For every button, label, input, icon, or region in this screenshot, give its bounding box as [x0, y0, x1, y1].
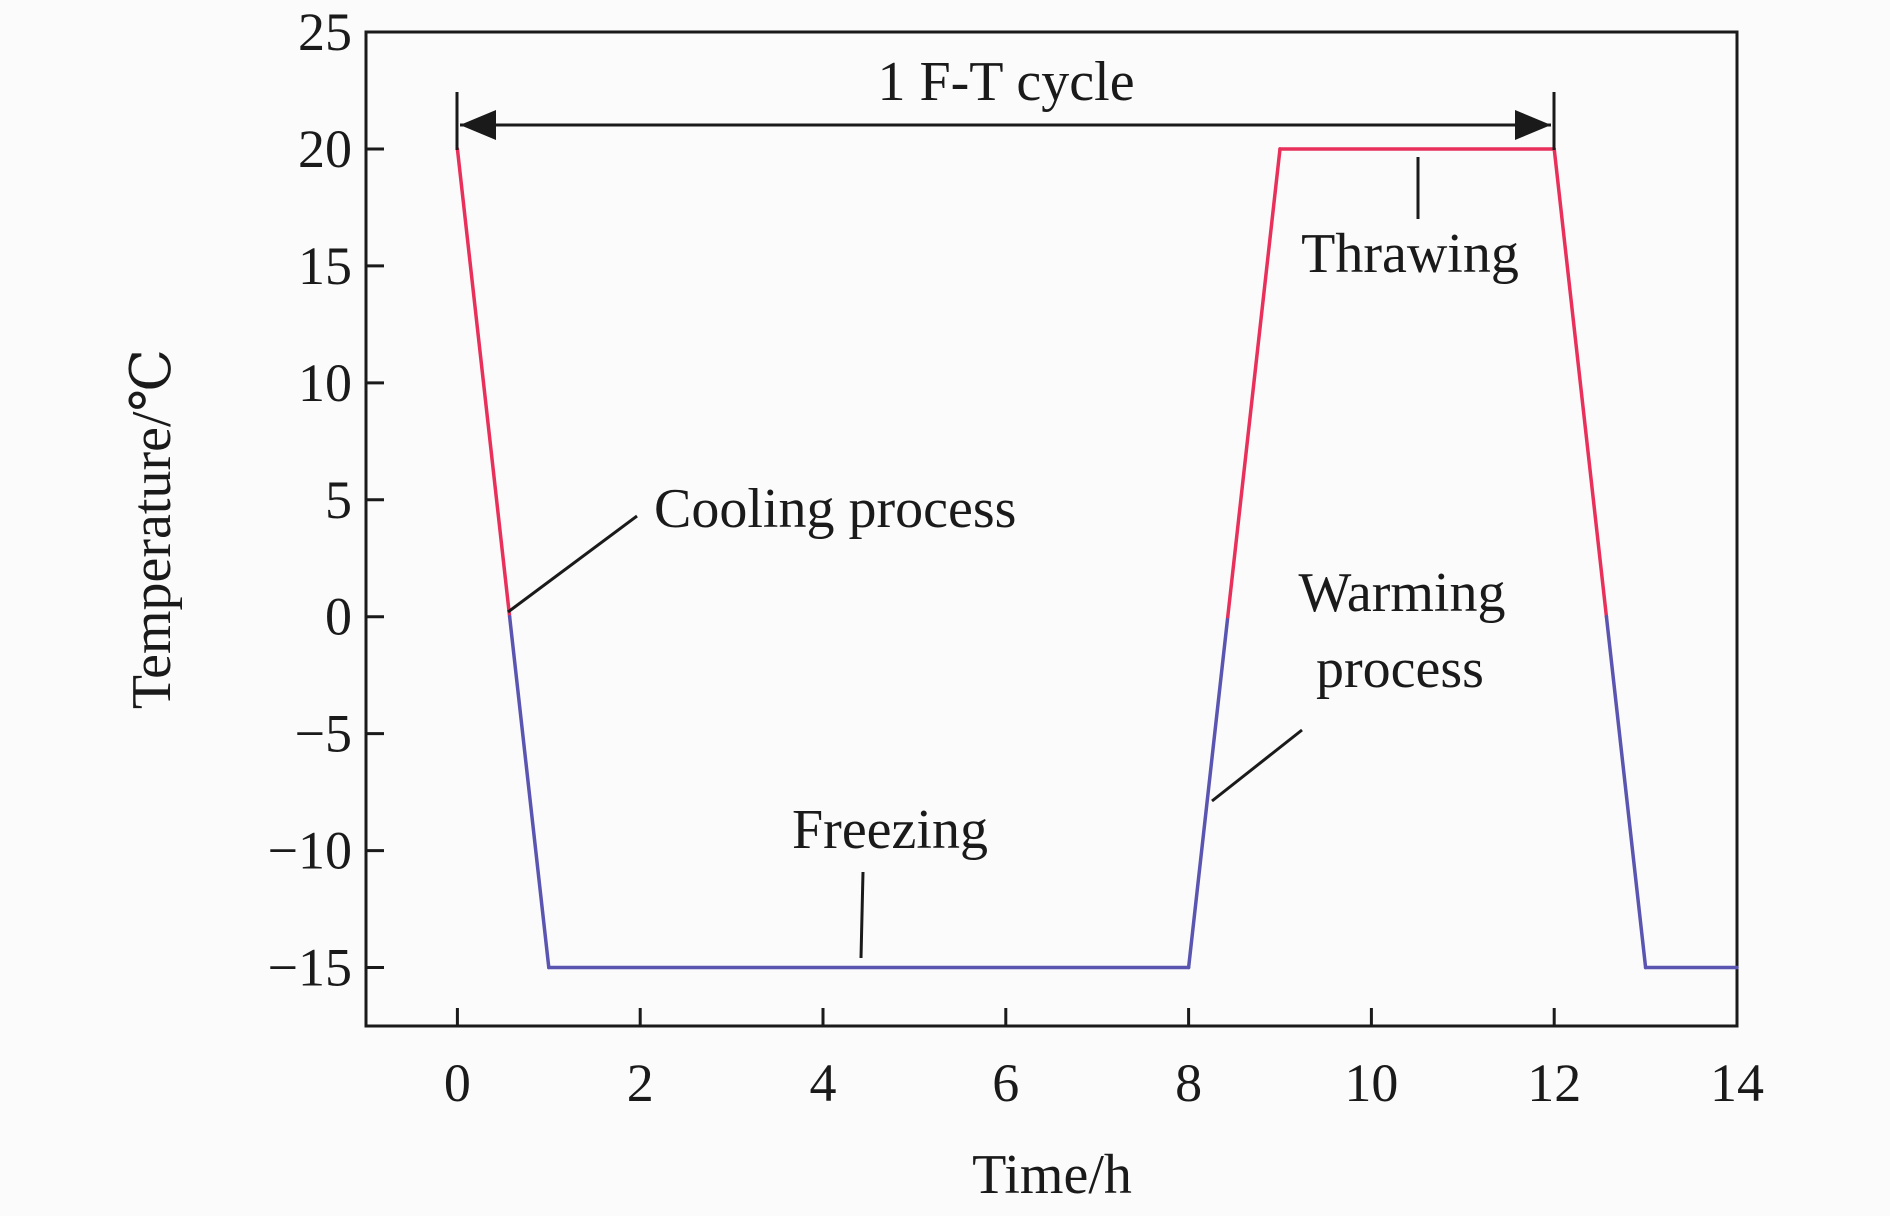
y-axis-label: Temperature/℃: [121, 349, 183, 709]
y-tick-label: 10: [298, 353, 352, 413]
x-tick-label: 2: [627, 1053, 654, 1113]
series-segment: [507, 614, 551, 970]
y-tick-label: −5: [295, 704, 352, 764]
series-segment: [1226, 147, 1282, 619]
y-tick-label: 0: [325, 587, 352, 647]
plot-frame: [364, 30, 1739, 1028]
x-axis-label: Time/h: [972, 1144, 1132, 1206]
x-tick-label: 12: [1527, 1053, 1581, 1113]
x-tick-label: 6: [992, 1053, 1019, 1113]
series-segment: [455, 147, 512, 619]
x-tick-label: 14: [1710, 1053, 1764, 1113]
series-segment: [1186, 614, 1230, 970]
warming-leader: [1211, 728, 1303, 803]
cooling-leader: [507, 514, 638, 614]
series-segment: [1552, 147, 1609, 619]
cycle-label: 1 F-T cycle: [877, 51, 1134, 113]
y-axis-ticks: −15 −10 −5 0 5 10 15 20 25: [268, 2, 384, 998]
warming-label-line2: process: [1316, 638, 1484, 700]
x-tick-label: 8: [1175, 1053, 1202, 1113]
cooling-label: Cooling process: [654, 478, 1016, 540]
warming-label-line1: Warming: [1299, 562, 1506, 624]
x-tick-label: 4: [810, 1053, 837, 1113]
series-segment: [1604, 614, 1648, 970]
x-tick-label: 0: [444, 1053, 471, 1113]
x-axis-ticks: 0 2 4 6 8 10 12 14: [444, 1008, 1764, 1113]
y-tick-label: 15: [298, 236, 352, 296]
series-layer: [455, 147, 1739, 970]
thrawing-label: Thrawing: [1301, 223, 1519, 285]
y-tick-label: 25: [298, 2, 352, 62]
y-tick-label: −10: [268, 821, 352, 881]
freezing-label: Freezing: [792, 799, 988, 861]
y-tick-label: 20: [298, 119, 352, 179]
y-tick-label: 5: [325, 470, 352, 530]
x-tick-label: 10: [1344, 1053, 1398, 1113]
freezing-leader: [859, 871, 865, 959]
y-tick-label: −15: [268, 938, 352, 998]
